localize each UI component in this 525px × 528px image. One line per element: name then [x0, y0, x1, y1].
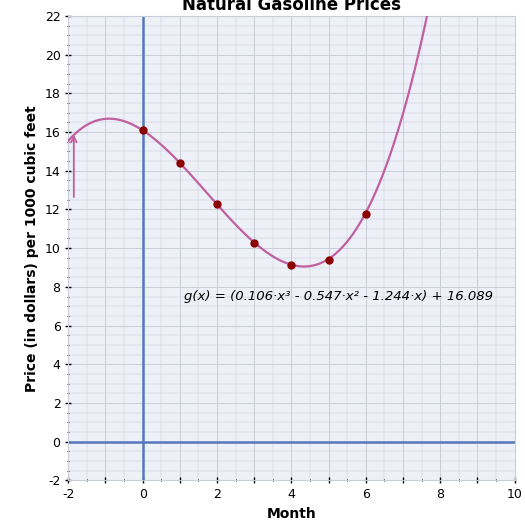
- Point: [175, 159, 184, 167]
- X-axis label: Month: Month: [267, 507, 316, 521]
- Point: [287, 261, 296, 269]
- Point: [139, 126, 147, 135]
- Point: [213, 200, 221, 209]
- Point: [362, 210, 370, 218]
- Title: Natural Gasoline Prices: Natural Gasoline Prices: [182, 0, 401, 14]
- Text: g(x) = (0.106·x³ - 0.547·x² - 1.244·x) + 16.089: g(x) = (0.106·x³ - 0.547·x² - 1.244·x) +…: [184, 290, 492, 304]
- Y-axis label: Price (in dollars) per 1000 cubic feet: Price (in dollars) per 1000 cubic feet: [25, 105, 39, 392]
- Point: [250, 238, 258, 247]
- Point: [324, 256, 333, 264]
